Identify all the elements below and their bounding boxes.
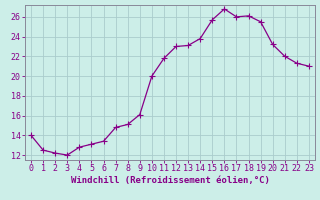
- X-axis label: Windchill (Refroidissement éolien,°C): Windchill (Refroidissement éolien,°C): [71, 176, 269, 185]
